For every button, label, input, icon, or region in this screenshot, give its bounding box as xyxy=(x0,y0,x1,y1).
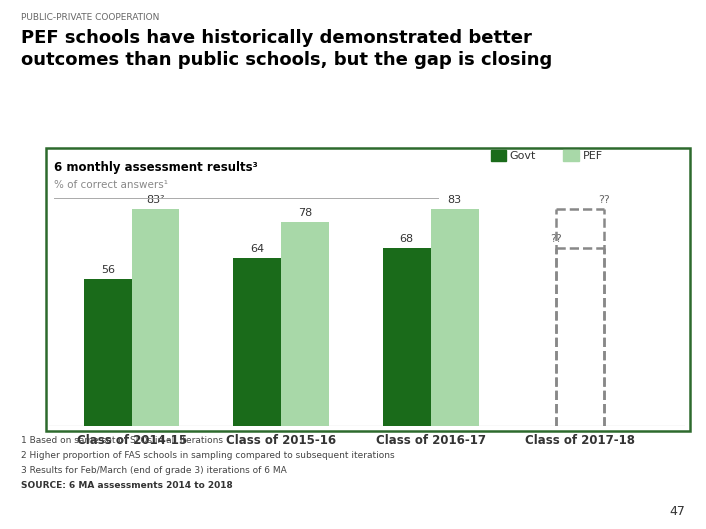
Bar xyxy=(131,208,179,426)
Bar xyxy=(383,248,431,426)
Text: ??: ?? xyxy=(551,234,562,244)
Text: ??: ?? xyxy=(598,195,610,205)
Bar xyxy=(281,222,329,426)
Text: 68: 68 xyxy=(400,234,414,244)
Text: 64: 64 xyxy=(250,244,264,254)
Bar xyxy=(233,258,281,426)
Text: 83²: 83² xyxy=(146,195,165,205)
Bar xyxy=(431,208,479,426)
Text: 6 monthly assessment results³: 6 monthly assessment results³ xyxy=(54,161,258,175)
Bar xyxy=(84,279,131,426)
Text: PEF schools have historically demonstrated better
outcomes than public schools, : PEF schools have historically demonstrat… xyxy=(21,29,552,69)
Text: 83: 83 xyxy=(448,195,462,205)
Text: 2 Higher proportion of FAS schools in sampling compared to subsequent iterations: 2 Higher proportion of FAS schools in sa… xyxy=(21,451,395,460)
Text: SOURCE: 6 MA assessments 2014 to 2018: SOURCE: 6 MA assessments 2014 to 2018 xyxy=(21,481,233,490)
Text: 47: 47 xyxy=(669,505,685,518)
Text: PEF: PEF xyxy=(582,151,603,160)
Text: Govt: Govt xyxy=(510,151,536,160)
Text: PUBLIC-PRIVATE COOPERATION: PUBLIC-PRIVATE COOPERATION xyxy=(21,13,160,22)
Text: 1 Based on same set of SLOs in all iterations: 1 Based on same set of SLOs in all itera… xyxy=(21,436,223,445)
Text: % of correct answers¹: % of correct answers¹ xyxy=(54,180,168,190)
Text: 78: 78 xyxy=(298,208,312,217)
Text: 3 Results for Feb/March (end of grade 3) iterations of 6 MA: 3 Results for Feb/March (end of grade 3)… xyxy=(21,466,287,475)
Text: 56: 56 xyxy=(101,265,115,275)
